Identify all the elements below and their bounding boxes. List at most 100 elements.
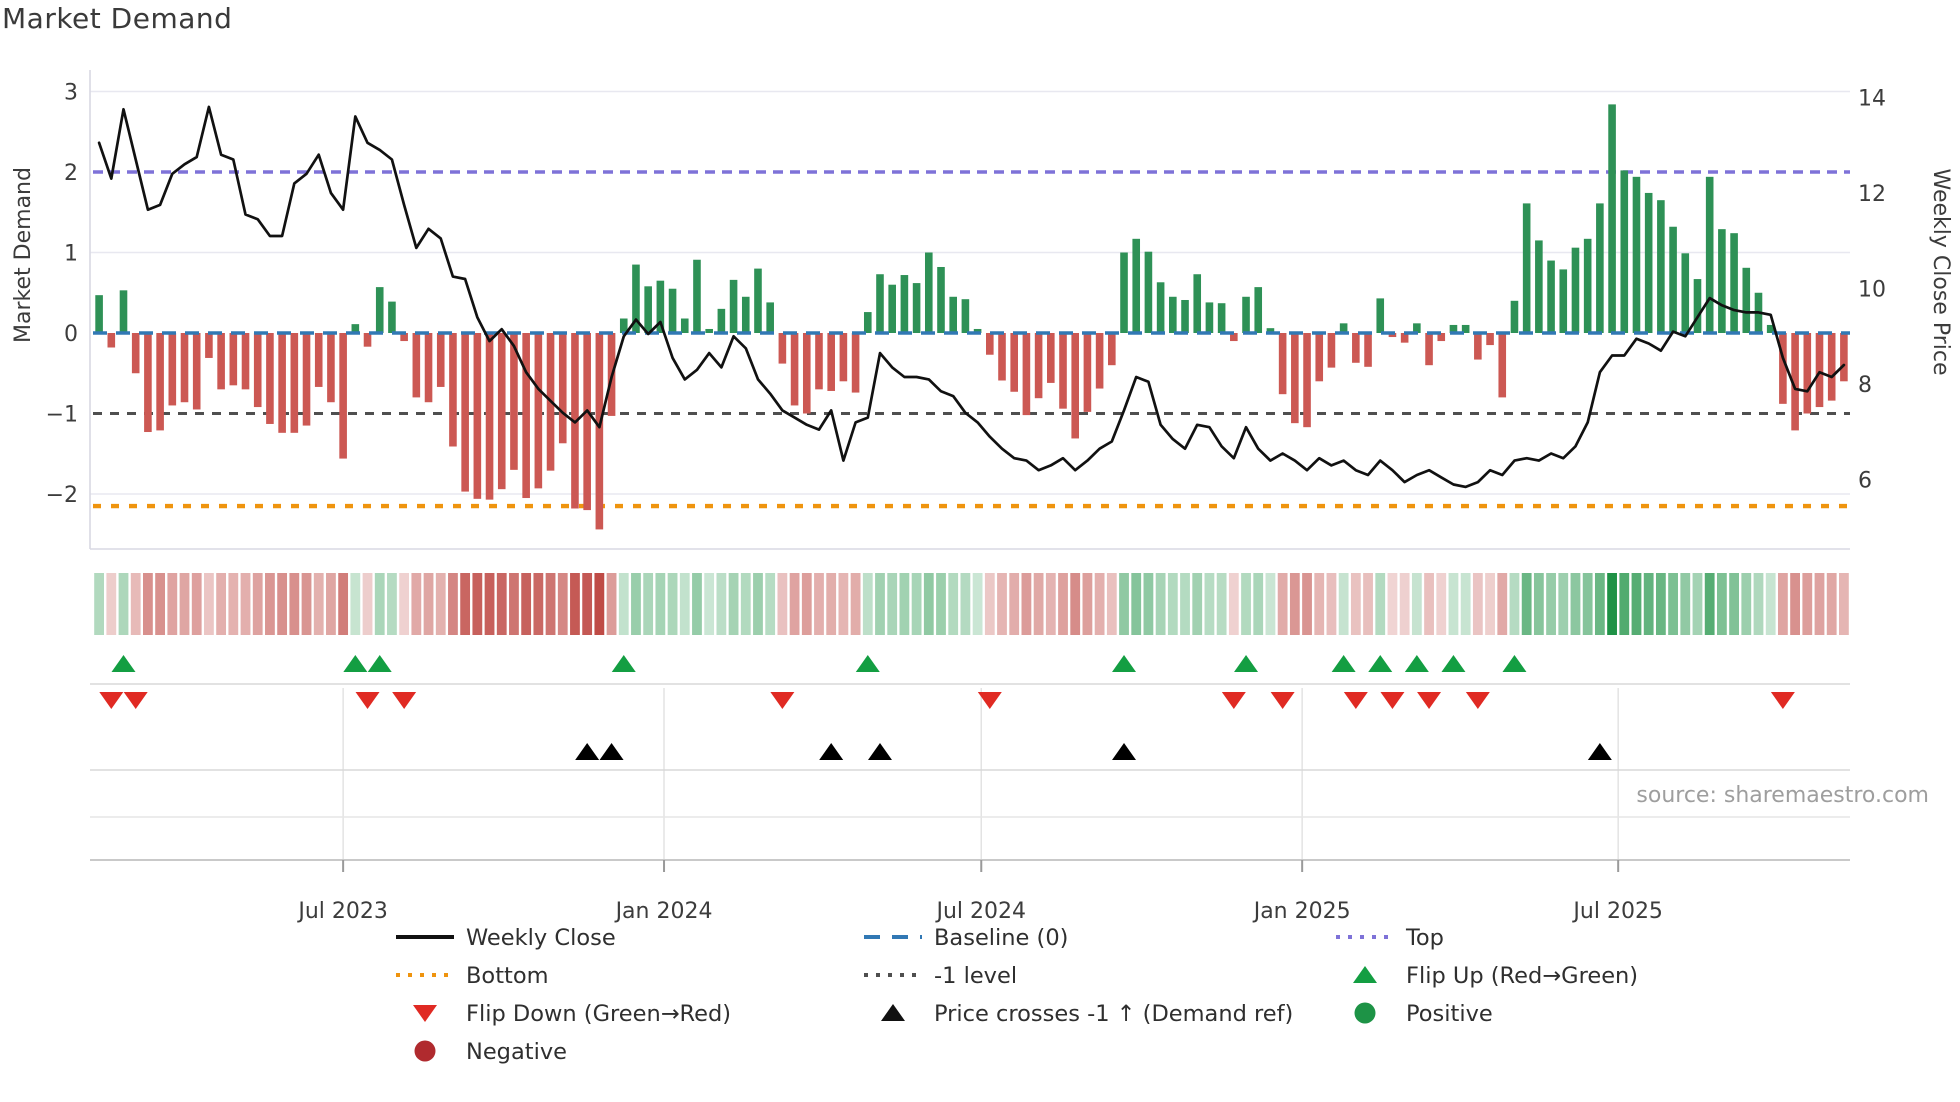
heat-cell xyxy=(887,573,898,635)
heat-cell xyxy=(1436,573,1447,635)
demand-bar xyxy=(1803,333,1812,414)
legend-item: Negative xyxy=(414,1039,567,1065)
demand-bar xyxy=(1681,253,1690,333)
heat-cell xyxy=(1582,573,1593,635)
heat-cell xyxy=(777,573,788,635)
heat-cell xyxy=(118,573,129,635)
heat-cell xyxy=(1094,573,1105,635)
heat-cell xyxy=(1838,573,1849,635)
right-y-tick-label: 6 xyxy=(1858,469,1872,494)
heat-cell xyxy=(1265,573,1276,635)
heat-cell xyxy=(1631,573,1642,635)
flip-down-marker xyxy=(1343,692,1368,709)
demand-bar xyxy=(1095,333,1104,389)
y-tick-label: 3 xyxy=(64,81,78,106)
heat-cell xyxy=(875,573,885,635)
heat-strip-group xyxy=(94,573,1849,635)
demand-bar xyxy=(1474,333,1482,360)
heat-cell xyxy=(460,573,471,635)
page-title: Market Demand xyxy=(2,2,233,35)
demand-bar xyxy=(95,295,103,333)
heat-cell xyxy=(1826,573,1837,635)
heat-cell xyxy=(350,573,361,635)
right-axis-title: Weekly Close Price xyxy=(1928,169,1953,376)
demand-bar xyxy=(1705,176,1714,333)
demand-bar xyxy=(1669,226,1677,333)
heat-cell xyxy=(1680,573,1691,635)
demand-bar xyxy=(327,333,335,403)
demand-bar xyxy=(1303,333,1311,428)
demand-bar xyxy=(436,333,445,387)
demand-bar xyxy=(1266,328,1275,333)
legend-triangle-down-swatch xyxy=(413,1005,437,1022)
heat-cell xyxy=(1021,573,1032,635)
legend-item: Positive xyxy=(1354,1001,1493,1027)
demand-bar xyxy=(1400,333,1409,343)
flip-down-marker xyxy=(1380,692,1405,709)
left-axis-title: Market Demand xyxy=(11,167,36,343)
heat-cell xyxy=(338,573,349,635)
heat-cell xyxy=(191,573,202,635)
legend-label: Negative xyxy=(466,1039,567,1065)
demand-bar xyxy=(388,301,396,333)
heat-cell xyxy=(997,573,1007,635)
heat-cell xyxy=(728,573,739,635)
demand-bar xyxy=(900,275,909,333)
demand-bar xyxy=(851,333,860,393)
demand-bar xyxy=(180,333,189,403)
heat-cell xyxy=(667,573,678,635)
heat-cell xyxy=(1350,573,1361,635)
heat-cell xyxy=(1058,573,1068,635)
demand-bar xyxy=(1632,176,1641,333)
demand-bar xyxy=(1364,333,1372,367)
price-cross-marker xyxy=(599,743,624,760)
demand-bar xyxy=(424,333,433,403)
demand-bar xyxy=(1608,104,1616,333)
x-tick-label: Jul 2023 xyxy=(296,899,388,924)
heat-cell xyxy=(1655,573,1666,635)
demand-bar xyxy=(1120,252,1128,333)
heat-cell xyxy=(301,573,312,635)
x-tick-label: Jul 2025 xyxy=(1571,899,1663,924)
demand-bar xyxy=(888,284,896,333)
heat-cell xyxy=(1180,573,1190,635)
demand-bar xyxy=(1583,238,1592,333)
heat-cell xyxy=(1363,573,1373,635)
demand-bar xyxy=(1535,240,1543,333)
heat-cell xyxy=(789,573,800,635)
demand-bar xyxy=(1718,229,1726,333)
heat-cell xyxy=(411,573,422,635)
heat-cell xyxy=(1570,573,1581,635)
demand-bar xyxy=(680,318,689,333)
legend-triangle-up-swatch xyxy=(1353,966,1377,983)
heat-cell xyxy=(1131,573,1142,635)
heat-cell xyxy=(679,573,690,635)
heat-cell xyxy=(1777,573,1788,635)
demand-bar xyxy=(1486,333,1494,346)
heat-cell xyxy=(923,573,934,635)
heat-cell xyxy=(1119,573,1129,635)
demand-bar xyxy=(778,333,787,364)
flip-down-marker xyxy=(1770,692,1795,709)
legend-item: Flip Down (Green→Red) xyxy=(413,1001,731,1027)
demand-bar xyxy=(705,328,713,333)
heat-cell xyxy=(484,573,495,635)
heat-cell xyxy=(1106,573,1117,635)
heat-cell xyxy=(1716,573,1727,635)
flip-down-marker xyxy=(1221,692,1246,709)
demand-bar xyxy=(839,333,848,382)
flip-down-marker xyxy=(355,692,380,709)
demand-bar xyxy=(302,333,311,426)
demand-bar xyxy=(912,283,921,333)
demand-bar xyxy=(1022,333,1031,416)
heat-cell xyxy=(533,573,544,635)
y-tick-label: −2 xyxy=(46,483,78,508)
heat-cell xyxy=(1033,573,1044,635)
heat-cell xyxy=(1497,573,1508,635)
right-y-tick-label: 14 xyxy=(1858,86,1886,111)
legend-item: Price crosses -1 ↑ (Demand ref) xyxy=(881,1001,1293,1027)
demand-bar xyxy=(583,333,591,511)
demand-bar xyxy=(754,268,762,333)
demand-bar xyxy=(1242,296,1250,333)
